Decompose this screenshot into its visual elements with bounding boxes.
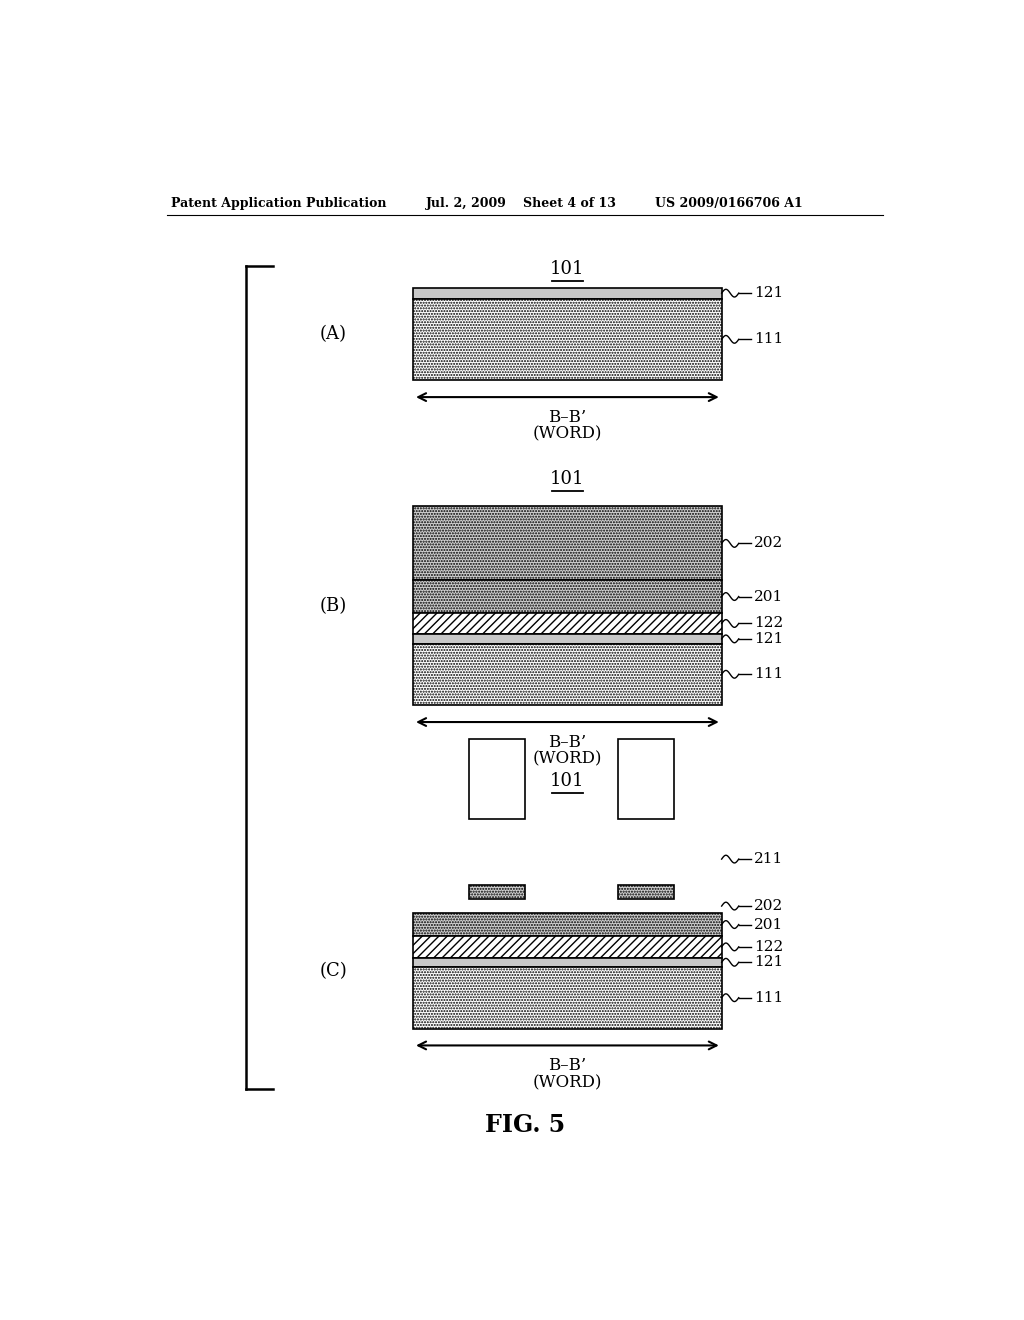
Bar <box>414 913 722 936</box>
Text: 121: 121 <box>755 956 783 969</box>
Bar <box>414 644 722 705</box>
Text: 201: 201 <box>755 590 783 603</box>
Text: 202: 202 <box>755 899 783 913</box>
Bar <box>414 635 722 644</box>
Text: 211: 211 <box>755 853 783 866</box>
Text: (B): (B) <box>319 597 347 615</box>
Bar <box>617 739 674 818</box>
Bar <box>414 958 722 966</box>
Text: (A): (A) <box>319 325 347 343</box>
Text: B–B’: B–B’ <box>548 409 587 425</box>
Text: (WORD): (WORD) <box>532 1074 602 1090</box>
Text: FIG. 5: FIG. 5 <box>484 1113 565 1137</box>
Text: 122: 122 <box>755 940 783 954</box>
Bar <box>617 886 674 899</box>
Text: 201: 201 <box>755 917 783 932</box>
Text: Jul. 2, 2009: Jul. 2, 2009 <box>426 197 507 210</box>
Bar <box>414 966 722 1028</box>
Text: 111: 111 <box>755 991 783 1005</box>
Text: B–B’: B–B’ <box>548 1057 587 1074</box>
Bar <box>414 298 722 380</box>
Bar <box>414 288 722 298</box>
Text: US 2009/0166706 A1: US 2009/0166706 A1 <box>655 197 803 210</box>
Text: 121: 121 <box>755 632 783 645</box>
Bar <box>414 936 722 958</box>
Text: (WORD): (WORD) <box>532 425 602 442</box>
Text: 101: 101 <box>550 260 585 277</box>
Bar <box>469 886 524 899</box>
Bar <box>469 739 524 818</box>
Text: 121: 121 <box>755 286 783 300</box>
Text: (WORD): (WORD) <box>532 751 602 767</box>
Text: Sheet 4 of 13: Sheet 4 of 13 <box>523 197 616 210</box>
Bar <box>414 612 722 635</box>
Text: 101: 101 <box>550 470 585 488</box>
Text: 122: 122 <box>755 616 783 631</box>
Text: B–B’: B–B’ <box>548 734 587 751</box>
Text: Patent Application Publication: Patent Application Publication <box>171 197 386 210</box>
Text: 111: 111 <box>755 668 783 681</box>
Bar <box>414 581 722 612</box>
Text: 202: 202 <box>755 536 783 550</box>
Text: 111: 111 <box>755 333 783 346</box>
Text: 101: 101 <box>550 772 585 789</box>
Text: (C): (C) <box>319 962 347 979</box>
Bar <box>414 507 722 581</box>
